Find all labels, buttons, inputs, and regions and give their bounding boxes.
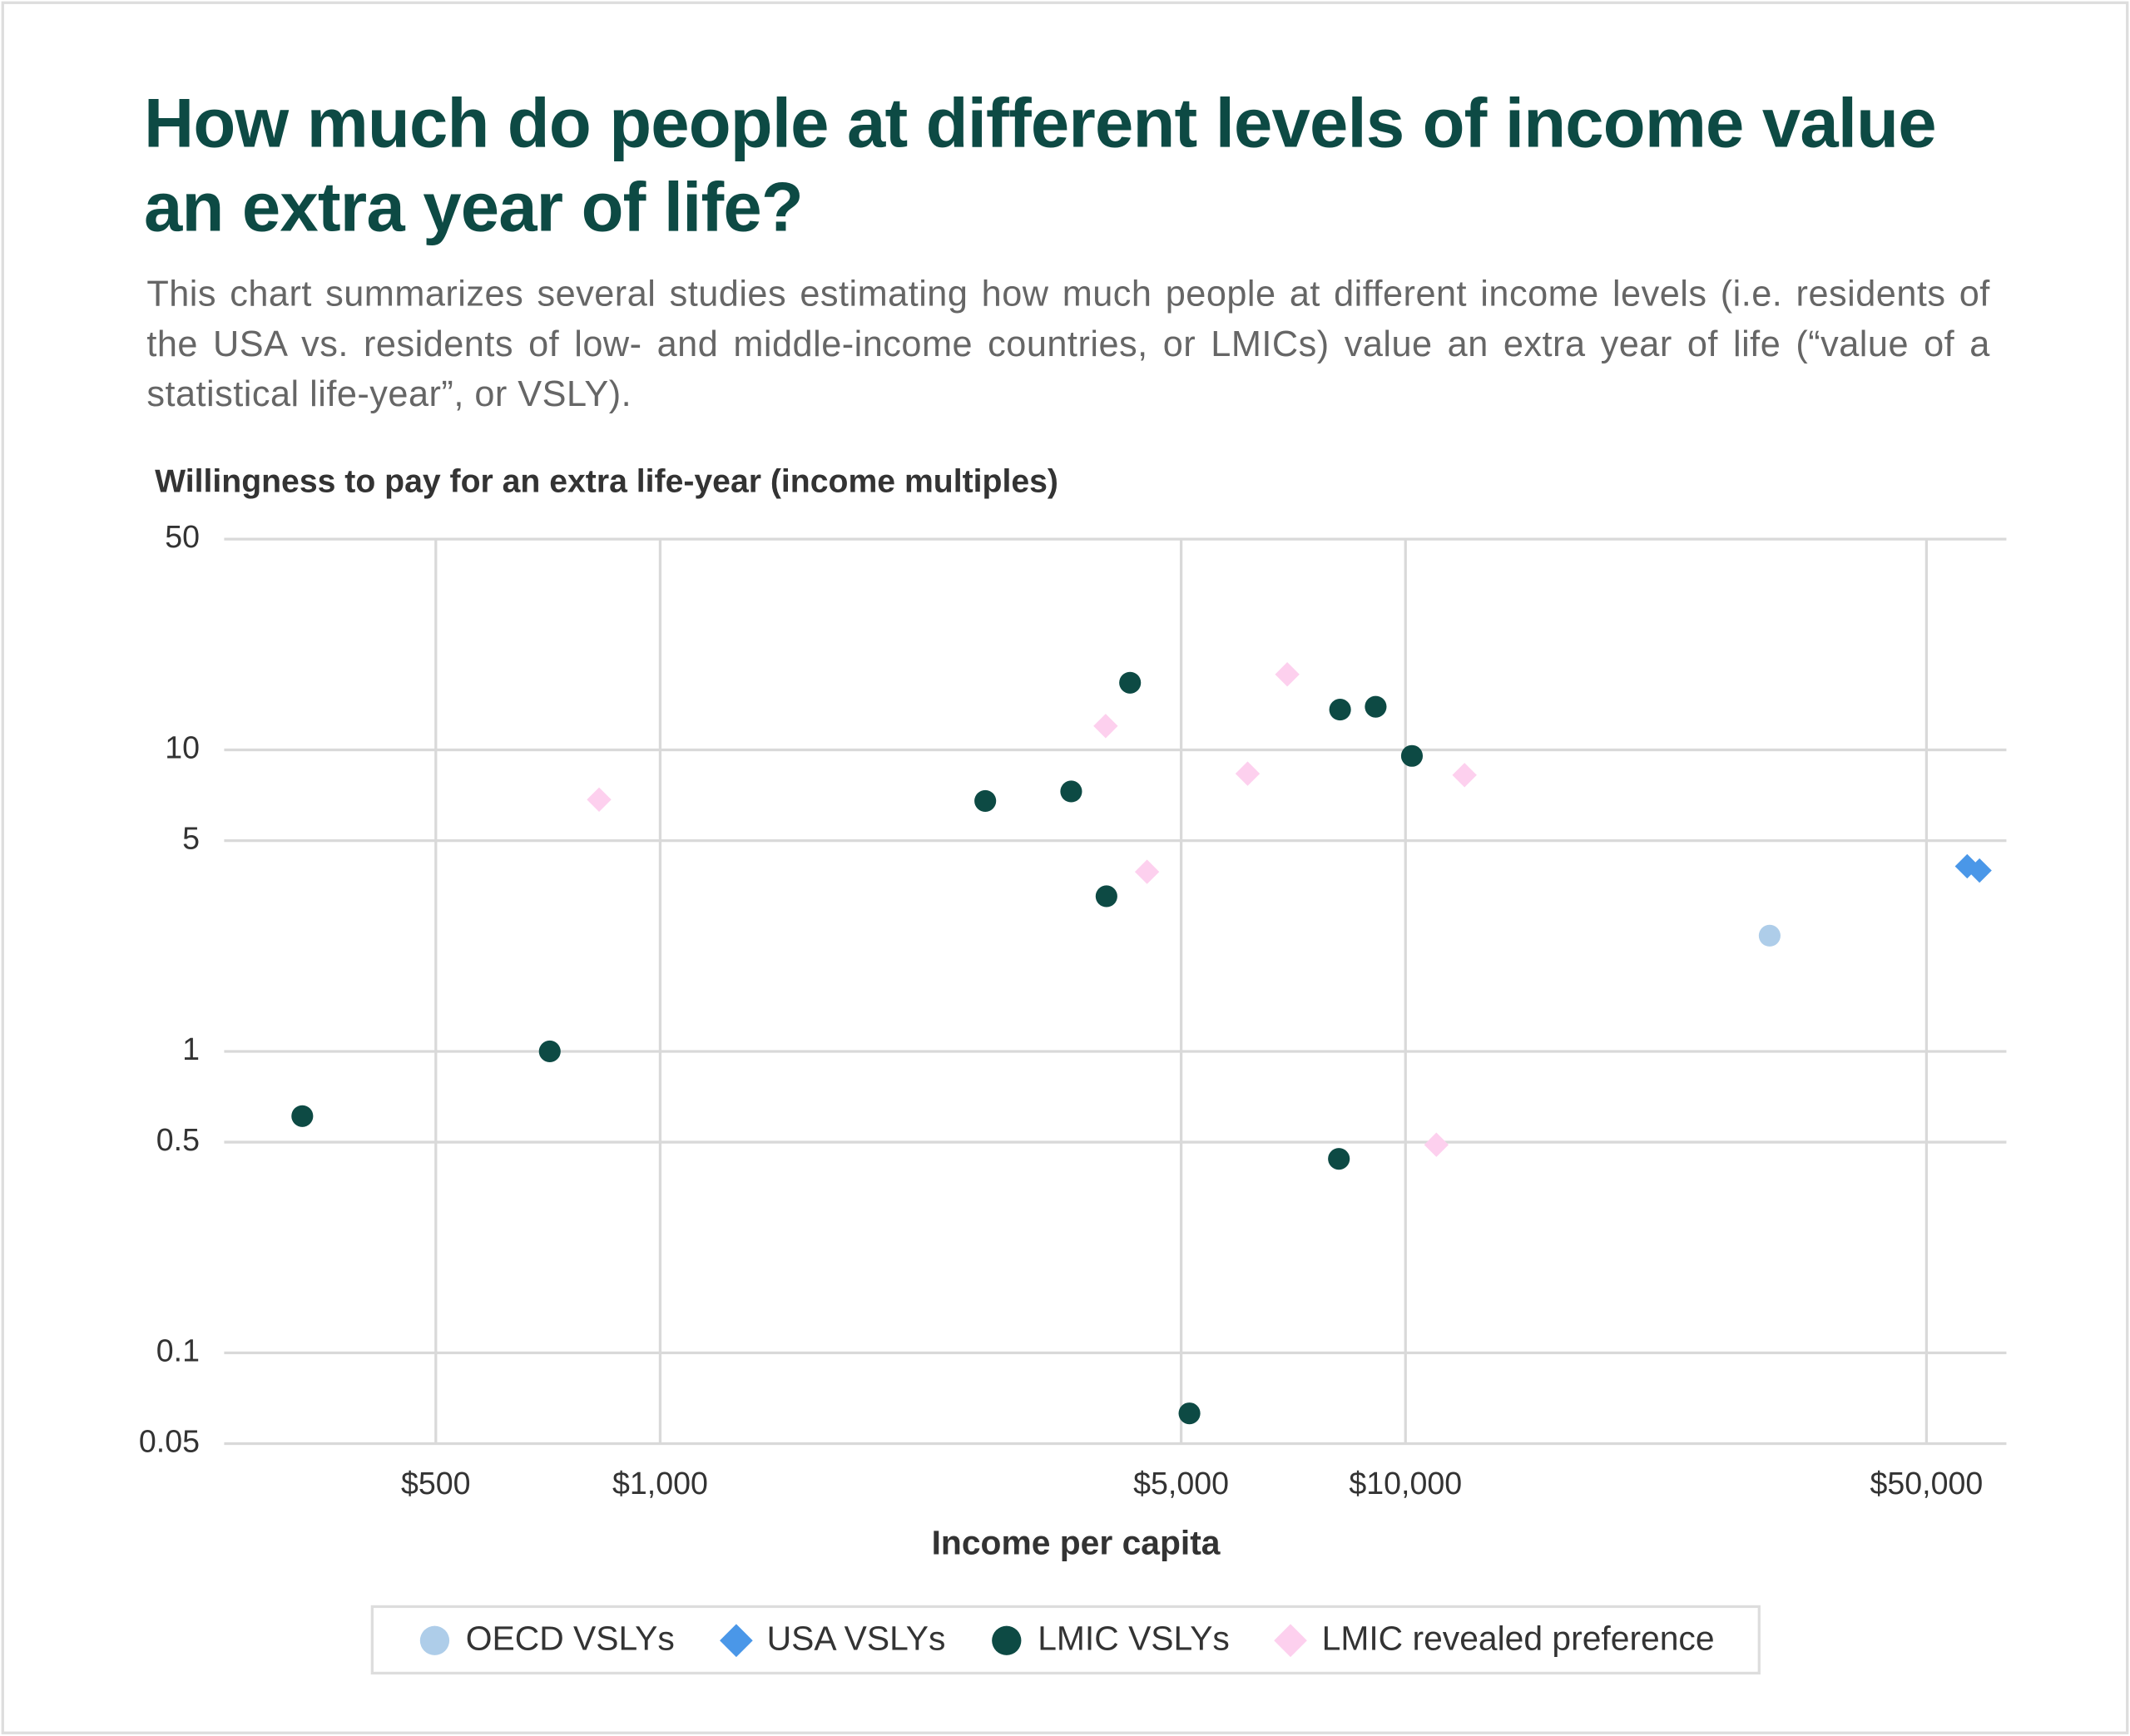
legend-item: LMIC revealed preference [1273, 1620, 1715, 1659]
legend-item: OECD VSLYs [417, 1620, 675, 1659]
point [1365, 695, 1387, 718]
y-tick-label: 0.05 [139, 1423, 200, 1458]
point [1178, 1402, 1201, 1425]
point [538, 1040, 561, 1063]
point [1329, 699, 1351, 721]
legend-swatch [992, 1625, 1022, 1655]
point [1235, 761, 1261, 786]
legend-label: USA VSLYs [766, 1620, 946, 1659]
point [1134, 859, 1160, 884]
legend-label: LMIC VSLYs [1038, 1620, 1230, 1659]
legend-marker [992, 1625, 1022, 1655]
point [1093, 714, 1118, 739]
legend-item: USA VSLYs [718, 1620, 946, 1659]
y-tick-label: 1 [182, 1031, 200, 1066]
y-tick-label: 5 [182, 821, 200, 856]
point [587, 787, 612, 812]
legend-marker [419, 1625, 449, 1655]
legend-swatch [1274, 1623, 1307, 1657]
legend-label: LMIC revealed preference [1321, 1620, 1715, 1659]
legend: OECD VSLYs USA VSLYs LMIC VSLYs LMIC reveal… [370, 1605, 1761, 1675]
y-tick-label: 50 [165, 519, 200, 554]
point [1119, 671, 1142, 694]
point [1424, 1132, 1449, 1157]
point [974, 789, 997, 812]
x-axis-label: Income per capita [932, 1524, 1221, 1562]
x-tick-label: $1,000 [612, 1466, 708, 1501]
x-tick-label: $5,000 [1133, 1466, 1229, 1501]
point [1967, 858, 1992, 883]
point [1758, 924, 1781, 947]
point [1095, 885, 1117, 908]
y-tick-label: 10 [165, 730, 200, 764]
x-tick-label: $10,000 [1349, 1466, 1462, 1501]
y-tick-label: 0.1 [156, 1333, 200, 1368]
y-axis-label: Willingness to pay for an extra life-yea… [155, 464, 1058, 500]
legend-item: LMIC VSLYs [988, 1620, 1230, 1659]
point [291, 1105, 314, 1127]
point [1060, 780, 1082, 803]
point [1275, 662, 1300, 687]
point [1328, 1148, 1350, 1170]
point [1400, 744, 1424, 767]
x-tick-label: $500 [401, 1466, 471, 1501]
legend-marker [1274, 1623, 1307, 1657]
legend-marker [719, 1623, 752, 1657]
chart-title: How much do people at different levels o… [144, 84, 1936, 246]
legend-swatch [719, 1623, 752, 1657]
legend-label: OECD VSLYs [465, 1620, 675, 1659]
point [1452, 763, 1477, 788]
y-tick-label: 0.5 [156, 1122, 200, 1157]
chart-subtitle: This chart summarizes several studies es… [146, 273, 1990, 414]
x-tick-label: $50,000 [1870, 1466, 1984, 1501]
legend-swatch [419, 1625, 449, 1655]
